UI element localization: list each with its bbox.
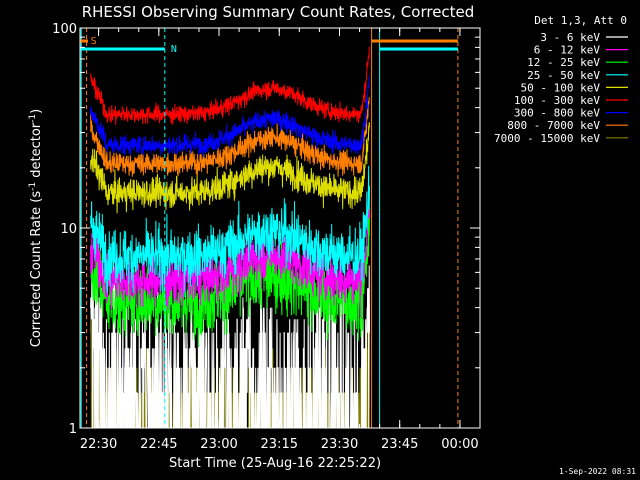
- y-axis-label-mid: detector: [29, 122, 44, 182]
- footer-timestamp: 1-Sep-2022 08:31: [559, 467, 636, 476]
- annotation-s: S: [91, 36, 97, 47]
- y-axis-label-sup1: -1: [28, 182, 38, 191]
- legend-label-3: 25 - 50 keV: [527, 69, 600, 82]
- y-tick-label-0: 1: [69, 422, 77, 437]
- y-tick-label-1: 10: [60, 222, 77, 237]
- x-tick-label-0: 22:30: [80, 437, 117, 452]
- series-group: [90, 46, 370, 428]
- x-axis-label: Start Time (25-Aug-16 22:25:22): [169, 456, 381, 471]
- annotation-n: N: [171, 44, 177, 55]
- y-axis-label-main: Corrected Count Rate (s: [29, 191, 44, 348]
- x-tick-label-5: 23:45: [381, 437, 418, 452]
- y-axis-label: Corrected Count Rate (s-1 detector-1): [28, 109, 44, 347]
- x-tick-label-3: 23:15: [261, 437, 298, 452]
- series-line-3: [90, 165, 370, 298]
- legend-label-0: 3 - 6 keV: [540, 31, 600, 44]
- chart-title: RHESSI Observing Summary Count Rates, Co…: [82, 3, 475, 21]
- y-axis-label-sup2: -1: [28, 114, 38, 123]
- series-line-0: [90, 227, 370, 428]
- x-tick-label-1: 22:45: [140, 437, 177, 452]
- series-line-2: [90, 205, 370, 348]
- x-tick-label-4: 23:30: [321, 437, 358, 452]
- plot-area: S N 1 10 100 22:30 22:45 23:00 23:15 23:30 23:45 00…: [52, 22, 481, 452]
- series-line-6: [90, 75, 370, 157]
- series-line-4: [90, 122, 370, 214]
- legend-label-1: 6 - 12 keV: [534, 44, 601, 57]
- y-tick-label-2: 100: [52, 22, 77, 37]
- x-tick-label-2: 23:00: [200, 437, 237, 452]
- legend-label-4: 50 - 100 keV: [521, 81, 601, 94]
- series-line-7: [90, 97, 370, 177]
- series-line-5: [90, 46, 370, 125]
- legend-label-6: 300 - 800 keV: [514, 107, 600, 120]
- x-tick-label-6: 00:00: [441, 437, 478, 452]
- legend-label-7: 800 - 7000 keV: [507, 119, 600, 132]
- legend-label-8: 7000 - 15000 keV: [494, 132, 600, 145]
- legend-label-5: 100 - 300 keV: [514, 94, 600, 107]
- y-axis-label-end: ): [29, 109, 44, 114]
- legend-label-2: 12 - 25 keV: [527, 56, 600, 69]
- legend-header: Det 1,3, Att 0: [534, 14, 627, 27]
